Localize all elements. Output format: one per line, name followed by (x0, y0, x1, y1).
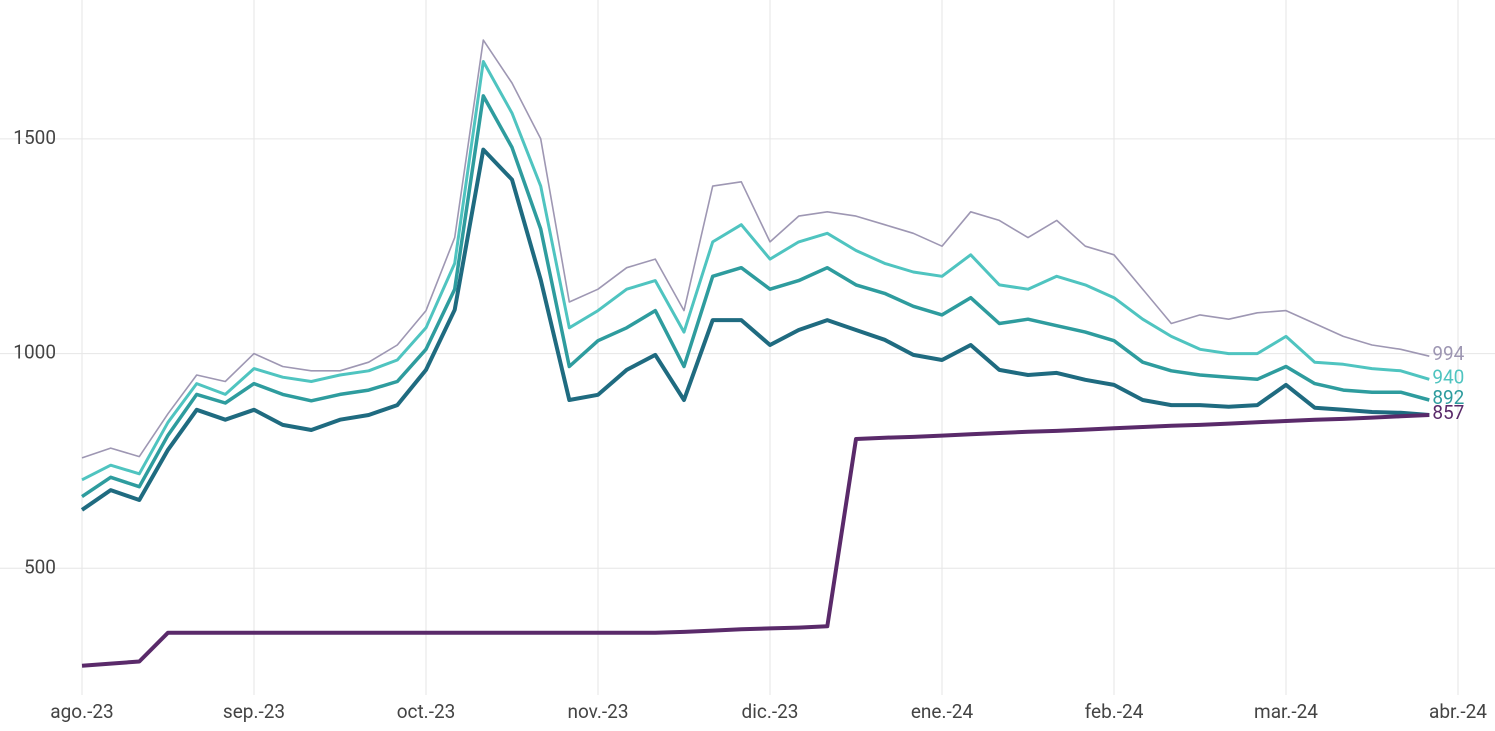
value-label: 857 (1432, 401, 1464, 424)
series-line (81, 94, 1430, 499)
series-line (81, 60, 1430, 482)
x-tick-label: sep.-23 (223, 700, 285, 723)
x-tick-label: feb.-24 (1085, 700, 1144, 723)
x-tick-label: ene.-24 (911, 700, 974, 723)
series-line (80, 147, 1430, 512)
x-tick-label: mar.-24 (1254, 700, 1318, 723)
series-line (81, 413, 1430, 668)
x-tick-label: dic.-23 (742, 700, 799, 723)
x-tick-label: nov.-23 (567, 700, 628, 723)
value-label: 994 (1432, 342, 1464, 365)
y-tick-label: 500 (24, 555, 56, 578)
value-label: 940 (1432, 365, 1464, 388)
x-tick-label: oct.-23 (397, 700, 456, 723)
x-tick-label: ago.-23 (50, 700, 113, 723)
y-tick-label: 1500 (13, 126, 56, 149)
x-tick-label: abr.-24 (1429, 700, 1487, 723)
series-line (81, 39, 1430, 459)
value-label: 892 (1432, 386, 1464, 409)
y-tick-label: 1000 (13, 341, 56, 364)
